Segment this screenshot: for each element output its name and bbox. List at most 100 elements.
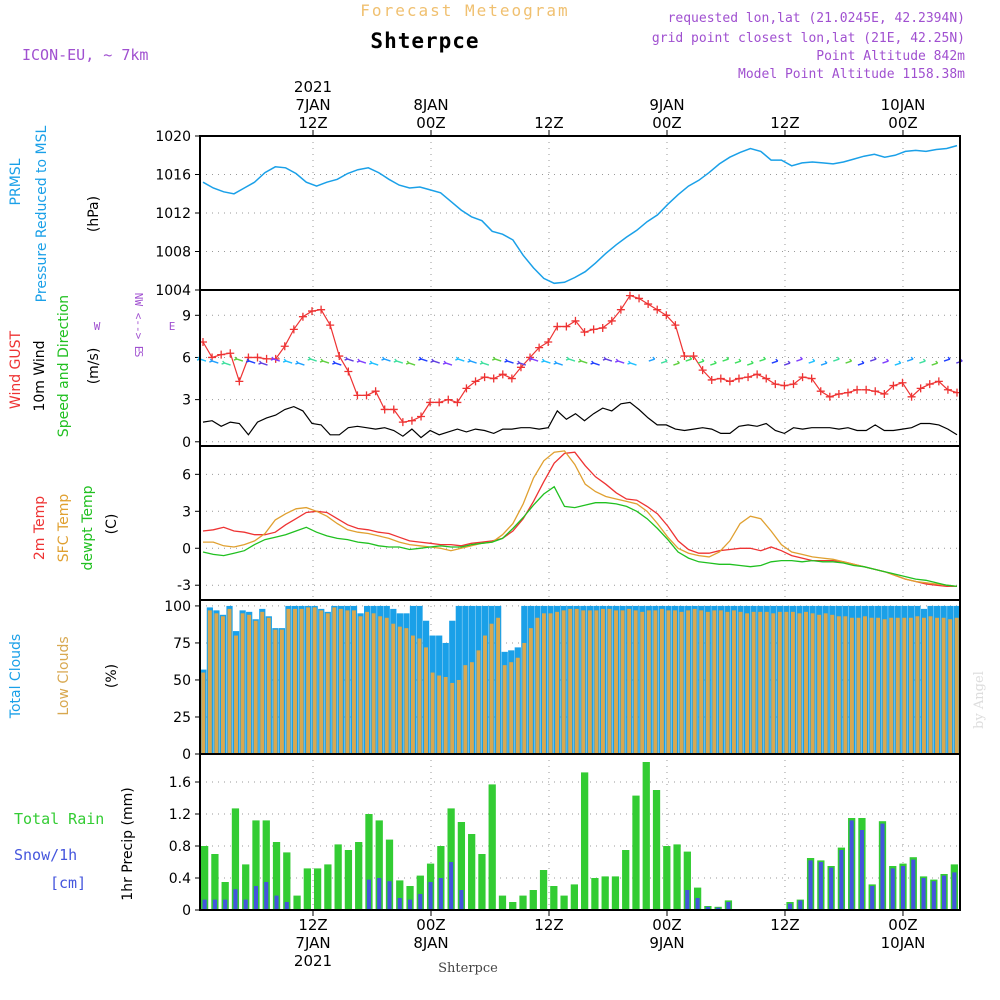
snow-bar — [900, 866, 906, 910]
wind-direction-arrow — [578, 358, 588, 364]
ytick-label: 3 — [182, 504, 191, 520]
low-cloud-bar — [424, 647, 428, 754]
ytick-label: 6 — [182, 467, 191, 483]
low-cloud-bar — [804, 611, 808, 754]
top-axis-label: 2021 — [294, 78, 332, 96]
low-cloud-bar — [699, 610, 704, 754]
low-cloud-bar — [548, 613, 553, 754]
low-cloud-bar — [476, 650, 481, 754]
bottom-axis-label: 2021 — [294, 952, 332, 970]
panel-2-axis: -3 0 3 6 — [177, 467, 960, 594]
wind-direction-arrow — [820, 360, 828, 366]
low-cloud-bar — [535, 617, 540, 754]
low-cloud-bar — [312, 607, 317, 754]
wind-direction-arrow — [368, 360, 379, 366]
low-cloud-bar — [496, 617, 501, 754]
gust-marker — [544, 338, 553, 346]
rain-label: Total Rain — [14, 810, 104, 828]
rain-bar — [303, 868, 311, 910]
snow-bar — [911, 859, 916, 910]
low-cloud-bar — [279, 629, 284, 754]
low-cloud-bar — [483, 635, 487, 754]
gust-marker — [707, 375, 716, 384]
gust-marker — [344, 367, 353, 376]
gust-marker — [380, 405, 389, 414]
low-cloud-bar — [771, 613, 776, 754]
gust-marker — [317, 305, 326, 314]
low-cloud-bar — [293, 608, 297, 754]
gust-marker — [898, 378, 907, 387]
panel-0-axis: 1004 1008 1012 1016 1020 — [155, 129, 960, 299]
snow-bar — [459, 890, 464, 910]
low-cloud-bar — [600, 608, 605, 754]
low-cloud-bar — [849, 617, 854, 754]
low-cloud-bar — [673, 610, 677, 754]
gust-marker — [453, 398, 462, 407]
ytick-label: 50 — [173, 673, 191, 689]
ytick-label: 0 — [182, 541, 191, 557]
wind-direction-arrow — [233, 356, 244, 362]
low-cloud-bar — [941, 617, 946, 754]
low-cloud-bar — [555, 611, 560, 754]
gust-marker — [308, 307, 317, 316]
low-cloud-bar — [725, 611, 730, 754]
credit-watermark: by Angel — [972, 671, 987, 729]
gust-marker — [253, 353, 262, 362]
low-cloud-bar — [489, 623, 494, 754]
gust-marker — [407, 416, 416, 425]
low-cloud-bar — [384, 617, 389, 754]
gust-marker — [280, 342, 289, 351]
wind-direction-arrow — [882, 358, 889, 364]
rain-bar — [498, 895, 507, 910]
panel-1-axis: 0 3 6 9 — [182, 308, 960, 451]
gust-marker — [553, 322, 562, 331]
wind-direction-arrow — [648, 356, 656, 362]
low-cloud-bar — [469, 662, 474, 754]
wind-direction-arrow — [845, 358, 853, 364]
top-axis-label: 10JAN — [881, 96, 926, 114]
low-cloud-bar — [286, 608, 291, 754]
wind-direction-arrow — [356, 358, 367, 364]
low-cloud-bar — [758, 611, 763, 754]
snow-bar — [870, 886, 875, 910]
low-cloud-bar — [214, 613, 219, 754]
snow-bar — [377, 878, 382, 910]
wind-direction-arrow — [332, 360, 342, 366]
prmsl-label: PRMSL — [8, 158, 24, 205]
ytick-label: 1020 — [155, 129, 191, 145]
wind-direction-arrow — [344, 356, 354, 362]
ytick-label: 1016 — [155, 168, 191, 184]
rain-bar — [632, 795, 640, 910]
wind-direction-arrow — [516, 360, 527, 366]
low-cloud-bar — [391, 623, 396, 754]
snow-bar — [284, 902, 289, 910]
low-cloud-bar — [450, 682, 455, 754]
gust-marker — [907, 392, 916, 401]
point-altitude: Point Altitude 842m — [816, 49, 965, 64]
low-cloud-bar — [843, 616, 848, 754]
gust-marker — [816, 387, 825, 396]
snow-unit: [cm] — [50, 874, 86, 892]
model-label: ICON-EU, ~ 7km — [22, 46, 148, 64]
wind-direction-arrow — [405, 360, 416, 366]
wind-direction-arrow — [833, 356, 840, 362]
rain-bar — [611, 876, 620, 910]
bottom-axis-label: 00Z — [652, 916, 681, 934]
precip-unit: 1hr Precip (mm) — [120, 787, 136, 900]
gust-marker — [289, 325, 298, 334]
snow-bar — [787, 903, 793, 910]
rain-bar — [683, 851, 691, 910]
wind-direction-arrow — [614, 358, 625, 364]
wind-direction-arrow — [796, 356, 803, 362]
gust-marker — [516, 363, 525, 372]
rain-bar — [406, 886, 414, 910]
gust-marker — [889, 381, 898, 390]
snow-bar — [818, 862, 823, 910]
prmsl-desc-label: Pressure Reduced to MSL — [34, 125, 50, 302]
low-cloud-bar — [745, 613, 750, 754]
gust-marker — [716, 374, 725, 383]
low-cloud-bar — [273, 629, 278, 754]
low-cloud-bar — [542, 613, 546, 754]
gust-marker — [480, 373, 489, 382]
wind-direction-arrow — [734, 358, 742, 364]
